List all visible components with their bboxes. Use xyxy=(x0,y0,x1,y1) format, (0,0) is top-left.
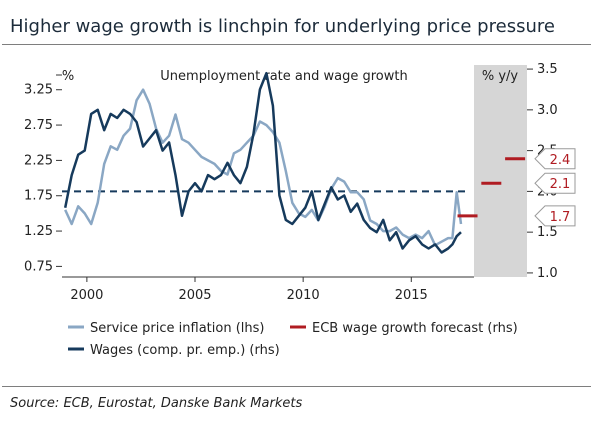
forecast-shading-layer xyxy=(474,65,527,277)
title-divider xyxy=(2,44,591,45)
series-layer xyxy=(62,71,468,254)
left-tick-label: 1.25 xyxy=(24,224,53,239)
forecast-callout-box xyxy=(534,172,576,194)
x-tick-label: 2000 xyxy=(70,288,103,303)
forecast-callout-box xyxy=(534,205,576,227)
left-tick-label: 0.75 xyxy=(24,259,53,274)
forecast-shaded-region xyxy=(474,65,527,277)
forecast-callout-box xyxy=(534,148,576,170)
legend-label-wages: Wages (comp. pr. emp.) (rhs) xyxy=(90,343,280,358)
left-tick-label: 2.25 xyxy=(24,153,53,168)
forecast-callout-label: 2.1 xyxy=(550,177,571,192)
chart-subtitle: Unemployment rate and wage growth xyxy=(160,69,407,84)
chart-svg: 3.252.752.251.751.250.753.53.02.52.01.51… xyxy=(24,62,576,358)
source-note: Source: ECB, Eurostat, Danske Bank Marke… xyxy=(10,396,303,411)
left-tick-label: 1.75 xyxy=(24,189,53,204)
axes-layer: 3.252.752.251.751.250.753.53.02.52.01.51… xyxy=(24,62,558,303)
left-axis-unit: % xyxy=(62,69,74,84)
right-tick-label: 1.5 xyxy=(537,225,558,240)
chart-title: Higher wage growth is linchpin for under… xyxy=(10,16,555,37)
series-line-service xyxy=(64,88,463,247)
left-tick-label: 3.25 xyxy=(24,83,53,98)
legend-label-service: Service price inflation (lhs) xyxy=(90,321,264,336)
left-tick-label: 2.75 xyxy=(24,118,53,133)
forecast-callout-label: 2.4 xyxy=(550,153,571,168)
x-tick-label: 2010 xyxy=(287,288,320,303)
x-tick-label: 2005 xyxy=(178,288,211,303)
x-tick-label: 2015 xyxy=(395,288,428,303)
right-axis-unit: % y/y xyxy=(482,69,519,84)
right-tick-label: 1.0 xyxy=(537,266,558,281)
series-line-wages xyxy=(63,71,462,254)
source-divider xyxy=(2,386,591,387)
right-tick-label: 3.5 xyxy=(537,62,558,77)
right-tick-label: 3.0 xyxy=(537,103,558,118)
forecast-layer: 1.7 2.1 2.4 xyxy=(457,148,576,227)
forecast-callout-label: 1.7 xyxy=(550,210,571,225)
legend-label-forecast: ECB wage growth forecast (rhs) xyxy=(312,321,518,336)
legend: Service price inflation (lhs) ECB wage gr… xyxy=(68,321,518,358)
